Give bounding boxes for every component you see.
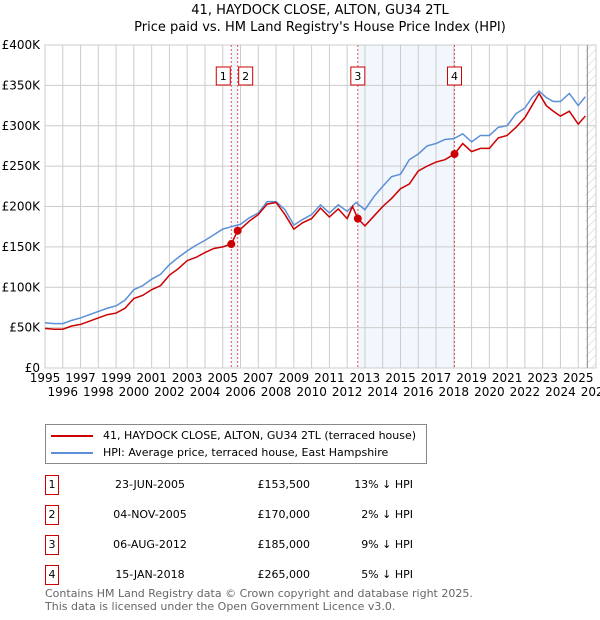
x-tick-label: 1999: [101, 371, 132, 385]
transaction-hpi: 5% ↓ HPI: [361, 568, 413, 581]
x-tick-label: 2000: [119, 385, 150, 399]
x-tick-label: 2020: [474, 385, 505, 399]
transaction-date: 15-JAN-2018: [115, 568, 185, 581]
x-tick-label: 2008: [261, 385, 292, 399]
transaction-row: 4 15-JAN-2018 £265,000 5% ↓ HPI: [45, 565, 445, 585]
x-tick-label: 2009: [279, 371, 310, 385]
x-tick-label: 2018: [439, 385, 470, 399]
transaction-marker-box: [215, 66, 231, 86]
x-tick-label: 2013: [350, 371, 381, 385]
marker-badge: 2: [45, 505, 59, 525]
transaction-date: 23-JUN-2005: [114, 478, 186, 491]
footer-copyright: Contains HM Land Registry data © Crown c…: [45, 587, 473, 600]
footer-licence: This data is licensed under the Open Gov…: [45, 600, 396, 613]
x-tick-label: 2014: [367, 385, 398, 399]
x-tick-label: 2021: [492, 371, 523, 385]
x-tick-label: 2004: [190, 385, 221, 399]
x-tick-label: 2007: [243, 371, 274, 385]
transaction-point: [227, 240, 236, 249]
x-tick-label: 2026: [581, 385, 600, 399]
transaction-marker-box: [350, 66, 366, 86]
legend-item-property: 41, HAYDOCK CLOSE, ALTON, GU34 2TL (terr…: [46, 427, 416, 444]
x-tick-label: 2017: [421, 371, 452, 385]
x-tick-label: 2012: [332, 385, 363, 399]
x-tick-label: 1997: [65, 371, 96, 385]
transaction-point: [450, 150, 459, 159]
legend-label: 41, HAYDOCK CLOSE, ALTON, GU34 2TL (terr…: [103, 429, 417, 442]
legend-swatch-blue: [51, 451, 93, 454]
x-tick-label: 1998: [83, 385, 114, 399]
transaction-row: 1 23-JUN-2005 £153,500 13% ↓ HPI: [45, 475, 445, 495]
series-line-hpi: [44, 90, 586, 325]
transaction-price: £265,000: [257, 568, 311, 581]
legend: 41, HAYDOCK CLOSE, ALTON, GU34 2TL (terr…: [45, 424, 427, 464]
transaction-row: 2 04-NOV-2005 £170,000 2% ↓ HPI: [45, 505, 445, 525]
transaction-price: £170,000: [257, 508, 311, 521]
x-tick-label: 2003: [172, 371, 203, 385]
transaction-row: 3 06-AUG-2012 £185,000 9% ↓ HPI: [45, 535, 445, 555]
x-tick-label: 2005: [207, 371, 238, 385]
y-tick-label: £250K: [2, 159, 42, 173]
transaction-marker-label: 3: [354, 70, 361, 83]
marker-badge: 4: [45, 565, 59, 585]
x-tick-label: 1996: [48, 385, 79, 399]
marker-badge: 3: [45, 535, 59, 555]
legend-item-hpi: HPI: Average price, terraced house, East…: [46, 444, 388, 461]
x-tick-label: 2024: [545, 385, 576, 399]
legend-swatch-red: [51, 434, 93, 437]
x-tick-label: 2001: [136, 371, 167, 385]
transaction-marker-box: [447, 66, 463, 86]
x-tick-label: 2025: [563, 371, 594, 385]
chart-subtitle: Price paid vs. HM Land Registry's House …: [134, 20, 506, 35]
transaction-date: 06-AUG-2012: [113, 538, 187, 551]
x-tick-label: 2023: [527, 371, 558, 385]
x-tick-label: 2010: [296, 385, 327, 399]
transaction-price: £185,000: [257, 538, 311, 551]
x-tick-label: 2006: [225, 385, 256, 399]
x-tick-label: 2002: [154, 385, 185, 399]
plot-area: 1995199619971998199920002001200220032004…: [2, 38, 600, 399]
y-tick-label: £350K: [2, 78, 42, 92]
transaction-hpi: 9% ↓ HPI: [361, 538, 413, 551]
y-tick-label: £150K: [2, 240, 42, 254]
x-tick-label: 2016: [403, 385, 434, 399]
y-tick-label: £300K: [2, 119, 42, 133]
x-tick-label: 2019: [456, 371, 487, 385]
chart-title: 41, HAYDOCK CLOSE, ALTON, GU34 2TL: [191, 3, 449, 18]
x-tick-label: 2015: [385, 371, 416, 385]
transaction-marker-label: 2: [242, 70, 249, 83]
series-line-property: [44, 91, 586, 330]
transaction-price: £153,500: [257, 478, 311, 491]
y-tick-label: £50K: [9, 321, 41, 335]
y-tick-label: £400K: [2, 38, 42, 52]
y-tick-label: £200K: [2, 200, 42, 214]
transaction-marker-label: 4: [451, 70, 458, 83]
y-tick-label: £100K: [2, 280, 42, 294]
plot-frame: [44, 44, 597, 369]
footer: Contains HM Land Registry data © Crown c…: [45, 587, 473, 613]
transaction-hpi: 2% ↓ HPI: [361, 508, 413, 521]
y-tick-label: £0: [25, 361, 40, 375]
transaction-point: [233, 226, 242, 235]
x-tick-label: 1995: [30, 371, 61, 385]
transaction-marker-box: [238, 66, 254, 86]
transaction-marker-label: 1: [220, 70, 227, 83]
transaction-hpi: 13% ↓ HPI: [354, 478, 413, 491]
transaction-point: [353, 214, 362, 223]
marker-badge: 1: [45, 475, 59, 495]
x-tick-label: 2022: [510, 385, 541, 399]
x-tick-label: 2011: [314, 371, 345, 385]
transaction-date: 04-NOV-2005: [113, 508, 187, 521]
legend-label: HPI: Average price, terraced house, East…: [103, 446, 389, 459]
